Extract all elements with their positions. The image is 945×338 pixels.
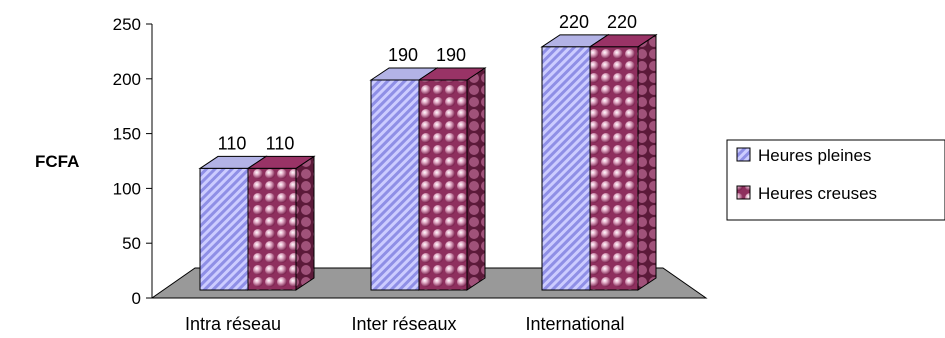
legend-swatch-heures-creuses <box>736 185 751 200</box>
data-label: 110 <box>218 133 247 153</box>
y-axis-title: FCFA <box>35 152 79 171</box>
data-label: 110 <box>266 133 295 153</box>
bar-side-face <box>466 67 486 291</box>
x-tick-label: Inter réseaux <box>351 314 456 334</box>
bar-front-face <box>199 167 249 291</box>
bar-front-face <box>541 46 591 291</box>
y-tick-label: 100 <box>113 179 141 198</box>
bar-international-heures-creuses <box>588 33 658 291</box>
y-axis-ticks: 0 50 100 150 200 250 <box>113 15 152 308</box>
data-label: 190 <box>388 45 418 65</box>
y-tick-label: 50 <box>122 234 141 253</box>
legend-swatch-heures-pleines <box>736 147 751 162</box>
bar-side-face <box>295 155 315 291</box>
x-tick-label: International <box>525 314 624 334</box>
x-tick-label: Intra réseau <box>185 314 281 334</box>
legend-box <box>726 139 945 221</box>
data-label: 220 <box>559 12 589 32</box>
bar-front-face <box>418 79 468 291</box>
legend-label-heures-creuses: Heures creuses <box>758 184 877 203</box>
y-tick-label: 0 <box>132 289 141 308</box>
data-label: 220 <box>607 12 637 32</box>
legend-label-heures-pleines: Heures pleines <box>758 146 871 165</box>
x-axis-labels: Intra réseau Inter réseaux International <box>185 314 625 334</box>
bar-intra-r-seau-heures-creuses <box>246 155 316 291</box>
bar-front-face <box>247 167 297 291</box>
bar-front-face <box>370 79 420 291</box>
y-tick-label: 150 <box>113 125 141 144</box>
bar-side-face <box>637 33 657 291</box>
y-tick-label: 200 <box>113 70 141 89</box>
y-tick-label: 250 <box>113 15 141 34</box>
bar-inter-r-seaux-heures-creuses <box>417 67 487 291</box>
bar-front-face <box>589 46 639 291</box>
data-label: 190 <box>436 45 466 65</box>
bar-groups: 110 110 190 190 220 220 <box>198 12 658 291</box>
legend: Heures pleines Heures creuses <box>726 139 945 221</box>
